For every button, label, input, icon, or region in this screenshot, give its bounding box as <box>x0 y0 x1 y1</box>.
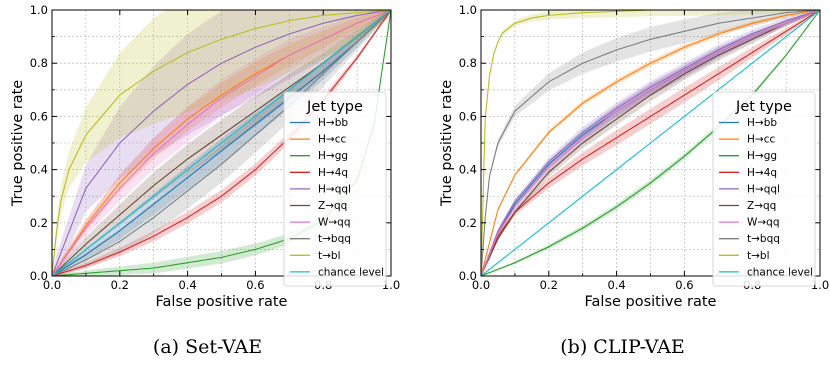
legend-label-t-to-bl: t→bl <box>318 250 341 262</box>
legend-label-t-to-bqq: t→bqq <box>747 233 780 245</box>
band-t-to-bl <box>52 10 391 276</box>
legend-title: Jet type <box>306 99 363 115</box>
x-tick-label: 0.6 <box>246 278 264 292</box>
legend-label-h-to-cc: H→cc <box>747 134 775 146</box>
roc-chart-clip-vae: 0.00.20.40.60.81.00.00.20.40.60.81.0Fals… <box>439 3 829 310</box>
x-tick-label: 0.2 <box>111 278 129 292</box>
line-chance-level <box>52 10 391 276</box>
line-z-to-qq <box>481 10 820 276</box>
y-axis-label: True positive rate <box>439 80 455 207</box>
line-h-to-4q <box>481 10 820 276</box>
x-tick-label: 0.0 <box>472 278 490 292</box>
y-tick-label: 0.4 <box>30 163 48 177</box>
legend-label-w-to-qq: W→qq <box>318 217 351 229</box>
line-w-to-qq <box>52 10 391 276</box>
y-tick-label: 0.8 <box>459 56 477 70</box>
caption-clip-vae: (b) CLIP-VAE <box>560 336 685 358</box>
legend-label-z-to-qq: Z→qq <box>747 200 776 212</box>
x-tick-label: 0.6 <box>675 278 693 292</box>
x-tick-label: 0.4 <box>607 278 625 292</box>
legend-label-h-to-gg: H→gg <box>747 150 777 162</box>
legend-label-t-to-bqq: t→bqq <box>318 233 351 245</box>
legend: Jet type H→bb H→cc H→gg H→4q H→qql Z→qq W→qq t→b… <box>283 91 387 287</box>
legend-label-w-to-qq: W→qq <box>747 217 780 229</box>
y-tick-label: 0.4 <box>459 163 477 177</box>
y-tick-label: 0.6 <box>459 109 477 123</box>
x-axis-label: False positive rate <box>156 294 288 310</box>
legend-label-chance-level: chance level <box>318 266 384 278</box>
band-t-to-bqq <box>481 10 820 276</box>
plot-area <box>481 10 820 276</box>
y-tick-label: 0.0 <box>30 269 48 283</box>
y-tick-label: 1.0 <box>459 3 477 17</box>
y-tick-label: 1.0 <box>30 3 48 17</box>
legend-label-h-to-4q: H→4q <box>318 167 348 179</box>
y-tick-label: 0.2 <box>30 216 48 230</box>
legend-label-h-to-gg: H→gg <box>318 150 348 162</box>
x-tick-label: 0.0 <box>43 278 61 292</box>
y-tick-label: 0.8 <box>30 56 48 70</box>
line-t-to-bqq <box>52 10 391 276</box>
line-chance-level <box>481 10 820 276</box>
legend-label-h-to-cc: H→cc <box>318 134 346 146</box>
x-tick-label: 0.4 <box>178 278 196 292</box>
legend-title: Jet type <box>735 99 792 115</box>
legend-label-h-to-bb: H→bb <box>747 117 777 129</box>
legend-label-t-to-bl: t→bl <box>747 250 770 262</box>
line-t-to-bl <box>52 10 391 276</box>
legend-label-h-to-qql: H→qql <box>318 183 351 195</box>
legend-label-h-to-bb: H→bb <box>318 117 348 129</box>
legend-label-z-to-qq: Z→qq <box>318 200 347 212</box>
roc-chart-set-vae: 0.00.20.40.60.81.00.00.20.40.60.81.0Fals… <box>10 3 400 310</box>
y-tick-label: 0.2 <box>459 216 477 230</box>
line-h-to-4q <box>52 10 391 276</box>
x-tick-label: 0.2 <box>540 278 558 292</box>
x-tick-label: 1.0 <box>811 278 829 292</box>
line-w-to-qq <box>481 10 820 276</box>
line-h-to-qql <box>52 10 391 276</box>
line-t-to-bl <box>481 10 820 276</box>
x-axis-label: False positive rate <box>585 294 717 310</box>
line-h-to-bb <box>52 10 391 276</box>
legend-box <box>712 91 816 287</box>
panel-set-vae: 0.00.20.40.60.81.00.00.20.40.60.81.0Fals… <box>10 3 400 358</box>
legend-label-h-to-qql: H→qql <box>747 183 780 195</box>
line-h-to-gg <box>481 10 820 276</box>
panel-clip-vae: 0.00.20.40.60.81.00.00.20.40.60.81.0Fals… <box>415 0 830 367</box>
y-tick-label: 0.0 <box>459 269 477 283</box>
plot-area <box>52 10 391 276</box>
x-tick-label: 1.0 <box>382 278 400 292</box>
y-tick-label: 0.6 <box>30 109 48 123</box>
legend-label-chance-level: chance level <box>747 266 813 278</box>
legend-label-h-to-4q: H→4q <box>747 167 777 179</box>
caption-set-vae: (a) Set-VAE <box>152 336 263 358</box>
line-h-to-qql <box>481 10 820 276</box>
legend: Jet type H→bb H→cc H→gg H→4q H→qql Z→qq W→qq t→b… <box>712 91 816 287</box>
line-t-to-bqq <box>481 10 820 276</box>
legend-box <box>283 91 387 287</box>
y-axis-label: True positive rate <box>10 80 26 207</box>
line-h-to-cc <box>481 10 820 276</box>
